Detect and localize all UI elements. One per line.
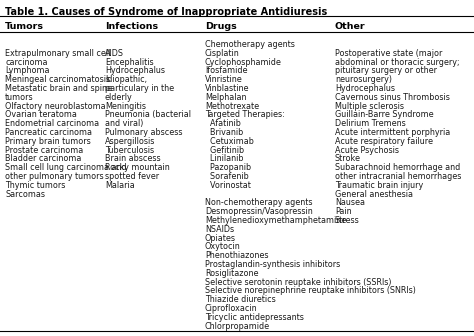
Text: Nausea: Nausea bbox=[335, 198, 365, 207]
Text: Cavernous sinus Thrombosis: Cavernous sinus Thrombosis bbox=[335, 93, 450, 102]
Text: Infections: Infections bbox=[105, 22, 158, 31]
Text: Sarcomas: Sarcomas bbox=[5, 190, 45, 199]
Text: AIDS: AIDS bbox=[105, 49, 124, 58]
Text: Acute intermittent porphyria: Acute intermittent porphyria bbox=[335, 128, 450, 137]
Text: General anesthesia: General anesthesia bbox=[335, 190, 413, 199]
Text: Idiopathic,: Idiopathic, bbox=[105, 75, 147, 84]
Text: carcinoma: carcinoma bbox=[5, 57, 47, 67]
Text: Olfactory neuroblastoma: Olfactory neuroblastoma bbox=[5, 101, 106, 111]
Text: Brain abscess: Brain abscess bbox=[105, 155, 161, 163]
Text: Chlorpropamide: Chlorpropamide bbox=[205, 322, 270, 331]
Text: Meningitis: Meningitis bbox=[105, 101, 146, 111]
Text: Targeted Therapies:: Targeted Therapies: bbox=[205, 111, 285, 119]
Text: Ovarian teratoma: Ovarian teratoma bbox=[5, 111, 77, 119]
Text: Acute respiratory failure: Acute respiratory failure bbox=[335, 137, 433, 146]
Text: Extrapulmonary small cell: Extrapulmonary small cell bbox=[5, 49, 110, 58]
Text: Other: Other bbox=[335, 22, 365, 31]
Text: Gefitinib: Gefitinib bbox=[205, 145, 244, 155]
Text: Prostaglandin-synthesis inhibitors: Prostaglandin-synthesis inhibitors bbox=[205, 260, 340, 269]
Text: Non-chemotherapy agents: Non-chemotherapy agents bbox=[205, 198, 312, 207]
Text: Pneumonia (bacterial: Pneumonia (bacterial bbox=[105, 111, 191, 119]
Text: Sorafenib: Sorafenib bbox=[205, 172, 249, 181]
Text: Cisplatin: Cisplatin bbox=[205, 49, 240, 58]
Text: Melphalan: Melphalan bbox=[205, 93, 246, 102]
Text: Pancreatic carcinoma: Pancreatic carcinoma bbox=[5, 128, 92, 137]
Text: Guillain-Barre Syndrome: Guillain-Barre Syndrome bbox=[335, 111, 434, 119]
Text: Phenothiazones: Phenothiazones bbox=[205, 251, 268, 260]
Text: pituitary surgery or other: pituitary surgery or other bbox=[335, 67, 437, 75]
Text: other pulmonary tumors: other pulmonary tumors bbox=[5, 172, 104, 181]
Text: Stress: Stress bbox=[335, 216, 360, 225]
Text: Methotrexate: Methotrexate bbox=[205, 101, 259, 111]
Text: Pazopanib: Pazopanib bbox=[205, 163, 251, 172]
Text: Vinblastine: Vinblastine bbox=[205, 84, 249, 93]
Text: abdominal or thoracic surgery;: abdominal or thoracic surgery; bbox=[335, 57, 460, 67]
Text: Primary brain tumors: Primary brain tumors bbox=[5, 137, 91, 146]
Text: Chemotherapy agents: Chemotherapy agents bbox=[205, 40, 295, 49]
Text: Desmopressin/Vasopressin: Desmopressin/Vasopressin bbox=[205, 207, 313, 216]
Text: Methylenedioxymethamphetamine: Methylenedioxymethamphetamine bbox=[205, 216, 346, 225]
Text: elderly: elderly bbox=[105, 93, 133, 102]
Text: Hydrocephalus: Hydrocephalus bbox=[105, 67, 165, 75]
Text: Opiates: Opiates bbox=[205, 234, 236, 243]
Text: Acute Psychosis: Acute Psychosis bbox=[335, 145, 399, 155]
Text: Drugs: Drugs bbox=[205, 22, 237, 31]
Text: particulary in the: particulary in the bbox=[105, 84, 174, 93]
Text: Aspergillosis: Aspergillosis bbox=[105, 137, 155, 146]
Text: Vinristine: Vinristine bbox=[205, 75, 243, 84]
Text: Ifosfamide: Ifosfamide bbox=[205, 67, 247, 75]
Text: Pain: Pain bbox=[335, 207, 352, 216]
Text: Linilanib: Linilanib bbox=[205, 155, 244, 163]
Text: Cetuximab: Cetuximab bbox=[205, 137, 254, 146]
Text: Rosiglitazone: Rosiglitazone bbox=[205, 269, 258, 278]
Text: Thymic tumors: Thymic tumors bbox=[5, 181, 65, 190]
Text: Afatinib: Afatinib bbox=[205, 119, 241, 128]
Text: Pulmonary abscess: Pulmonary abscess bbox=[105, 128, 182, 137]
Text: Selective serotonin reuptake inhibitors (SSRIs): Selective serotonin reuptake inhibitors … bbox=[205, 278, 392, 287]
Text: neurosurgery): neurosurgery) bbox=[335, 75, 392, 84]
Text: NSAIDs: NSAIDs bbox=[205, 225, 234, 234]
Text: Tumors: Tumors bbox=[5, 22, 44, 31]
Text: Tricyclic antidepressants: Tricyclic antidepressants bbox=[205, 313, 304, 322]
Text: tumors: tumors bbox=[5, 93, 34, 102]
Text: Ciprofloxacin: Ciprofloxacin bbox=[205, 304, 258, 313]
Text: Brivanib: Brivanib bbox=[205, 128, 243, 137]
Text: Bladder carcinoma: Bladder carcinoma bbox=[5, 155, 82, 163]
Text: Traumatic brain injury: Traumatic brain injury bbox=[335, 181, 423, 190]
Text: Tuberculosis: Tuberculosis bbox=[105, 145, 154, 155]
Text: Subarachnoid hemorrhage and: Subarachnoid hemorrhage and bbox=[335, 163, 460, 172]
Text: Stroke: Stroke bbox=[335, 155, 361, 163]
Text: and viral): and viral) bbox=[105, 119, 143, 128]
Text: Lymphoma: Lymphoma bbox=[5, 67, 49, 75]
Text: Table 1. Causes of Syndrome of Inappropriate Antidiuresis: Table 1. Causes of Syndrome of Inappropr… bbox=[5, 7, 327, 17]
Text: Meningeal carcinomatosis: Meningeal carcinomatosis bbox=[5, 75, 110, 84]
Text: Oxytocin: Oxytocin bbox=[205, 242, 241, 251]
Text: Malaria: Malaria bbox=[105, 181, 135, 190]
Text: Hydrocephalus: Hydrocephalus bbox=[335, 84, 395, 93]
Text: Multiple sclerosis: Multiple sclerosis bbox=[335, 101, 404, 111]
Text: Small cell lung carcinoma and: Small cell lung carcinoma and bbox=[5, 163, 127, 172]
Text: Cyclophosphamide: Cyclophosphamide bbox=[205, 57, 282, 67]
Text: Endometrial carcinoma: Endometrial carcinoma bbox=[5, 119, 99, 128]
Text: Selective norepinephrine reuptake inhibitors (SNRIs): Selective norepinephrine reuptake inhibi… bbox=[205, 286, 416, 295]
Text: Encephalitis: Encephalitis bbox=[105, 57, 154, 67]
Text: Delirium Tremens: Delirium Tremens bbox=[335, 119, 406, 128]
Text: Prostate carcinoma: Prostate carcinoma bbox=[5, 145, 83, 155]
Text: Metastatic brain and spine: Metastatic brain and spine bbox=[5, 84, 112, 93]
Text: other intracranial hemorrhages: other intracranial hemorrhages bbox=[335, 172, 461, 181]
Text: Postoperative state (major: Postoperative state (major bbox=[335, 49, 442, 58]
Text: Thiazide diuretics: Thiazide diuretics bbox=[205, 295, 276, 304]
Text: Rocky mountain: Rocky mountain bbox=[105, 163, 170, 172]
Text: Vorinostat: Vorinostat bbox=[205, 181, 251, 190]
Text: spotted fever: spotted fever bbox=[105, 172, 159, 181]
